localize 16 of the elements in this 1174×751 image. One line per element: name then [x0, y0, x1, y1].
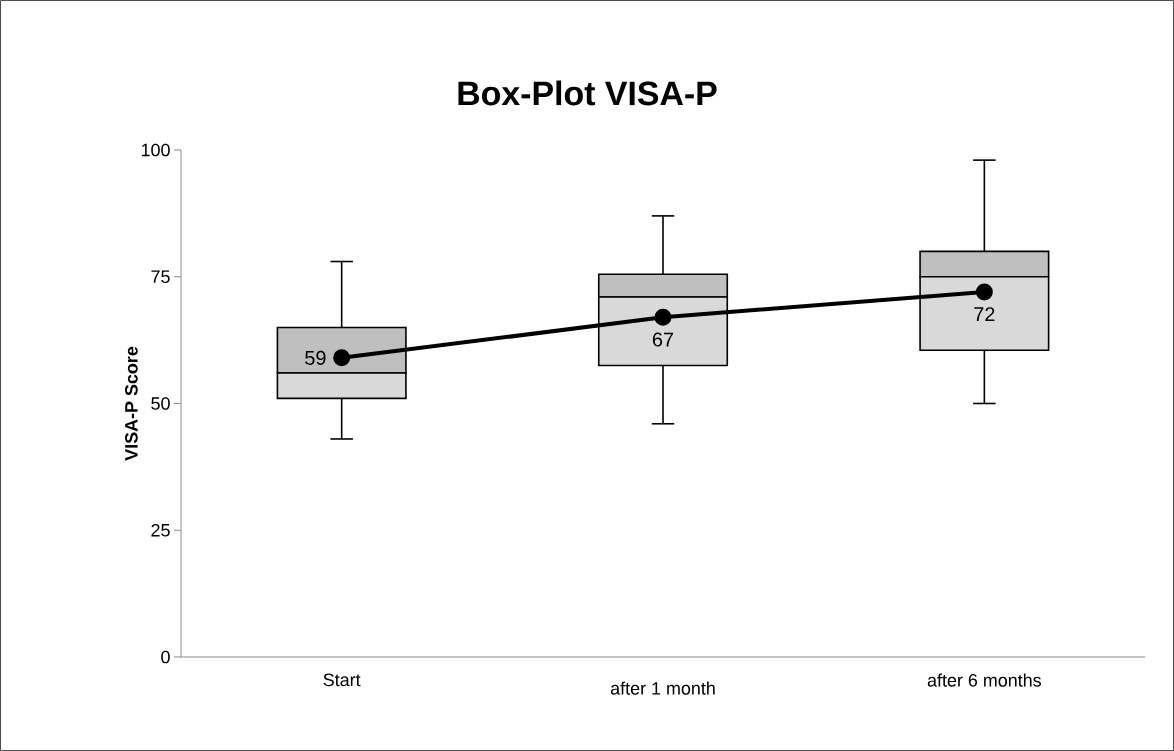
point — [975, 283, 993, 301]
data-label: 72 — [974, 307, 995, 322]
data-label: 59 — [305, 350, 326, 365]
y-tick-label: 100 — [141, 143, 170, 157]
y-tick-label: 25 — [151, 523, 170, 537]
x-tick-label: after 1 month — [610, 681, 715, 695]
data-label: 67 — [652, 332, 674, 347]
y-tick-label: 0 — [161, 650, 170, 664]
y-axis-title: VISA-P Score — [125, 346, 138, 461]
y-tick-label: 50 — [151, 397, 170, 410]
point — [333, 349, 351, 367]
y-tick-label: 75 — [151, 270, 170, 283]
x-tick-label: after 6 months — [927, 673, 1041, 687]
x-tick-label: Start — [323, 673, 361, 687]
chart-title: Box-Plot VISA-P — [458, 80, 717, 106]
point — [654, 308, 672, 326]
